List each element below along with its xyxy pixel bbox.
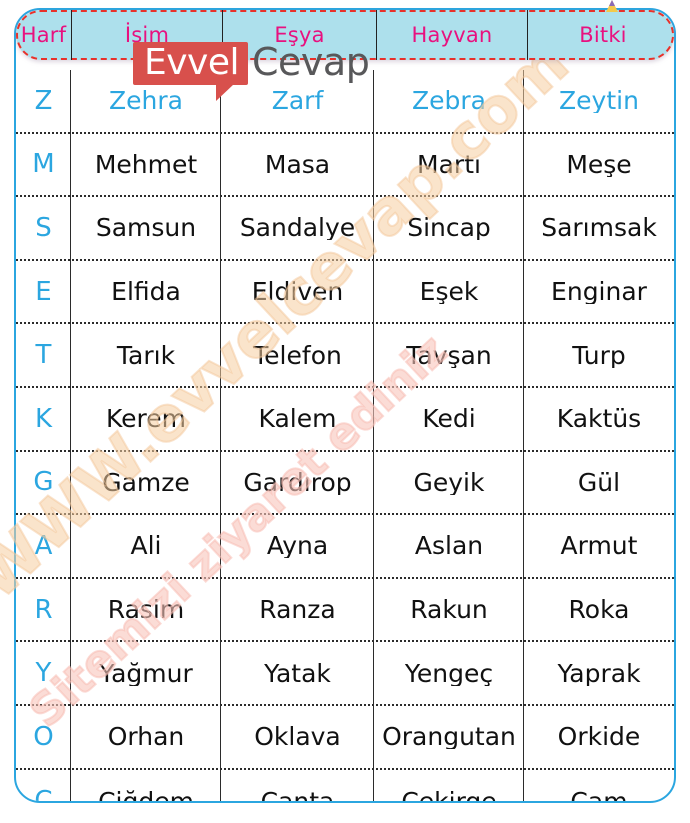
cell-bitki[interactable]: Roka (568, 597, 630, 623)
logo-speech-bubble: Evvel (133, 42, 249, 101)
header-divider-2 (222, 10, 223, 60)
cell-hayvan[interactable]: Rakun (410, 597, 488, 623)
cell-isim[interactable]: Ali (130, 533, 162, 559)
table-row: R Rasim Ranza Rakun Roka (16, 579, 674, 643)
cell-harf[interactable]: Z (34, 87, 53, 114)
cell-esya[interactable]: Sandalye (239, 215, 356, 241)
cell-harf[interactable]: O (33, 723, 54, 750)
cell-harf[interactable]: E (35, 278, 52, 305)
cell-esya[interactable]: Eldiven (251, 279, 344, 305)
table-header-pill-background (16, 10, 674, 60)
column-divider-2 (220, 70, 221, 801)
evvelcevap-logo: Evvel Cevap (133, 40, 370, 101)
table-row: G Gamze Gardırop Geyik Gül (16, 452, 674, 516)
speech-bubble-tail-icon (216, 84, 235, 101)
column-header-isim: İsim (124, 22, 170, 47)
cell-harf[interactable]: Y (35, 660, 52, 687)
cell-bitki[interactable]: Turp (572, 342, 626, 368)
cell-harf[interactable]: R (34, 596, 53, 623)
cell-esya[interactable]: Zarf (271, 88, 324, 114)
cell-esya[interactable]: Masa (264, 151, 331, 177)
logo-cevap-text: Cevap (252, 40, 370, 84)
cell-esya[interactable]: Ranza (259, 597, 336, 623)
cell-harf[interactable]: Ç (16, 788, 71, 801)
cell-esya[interactable]: Ayna (266, 533, 329, 559)
cell-isim[interactable]: Gamze (102, 469, 190, 495)
cell-hayvan[interactable]: Martı (417, 151, 481, 177)
cell-hayvan[interactable]: Zebra (412, 88, 486, 114)
column-header-hayvan: Hayvan (411, 22, 493, 47)
table-row: Y Yağmur Yatak Yengeç Yaprak (16, 642, 674, 706)
cell-bitki[interactable]: Yaprak (557, 660, 641, 686)
table-header-row: Harf İsim Eşya Hayvan Bitki (16, 10, 674, 60)
cell-hayvan[interactable]: Yengeç (404, 660, 494, 686)
table-row: ÇÇiğdemÇantaÇekirgeÇam (16, 770, 674, 801)
column-header-harf: Harf (20, 22, 67, 47)
column-divider-4 (523, 70, 524, 801)
table-row: Z Zehra Zarf Zebra Zeytin (16, 70, 674, 134)
cell-bitki[interactable]: Sarımsak (541, 215, 657, 241)
cell-bitki[interactable]: Zeytin (559, 88, 639, 114)
table-row: T Tarık Telefon Tavşan Turp (16, 324, 674, 388)
cell-esya[interactable]: Telefon (253, 342, 342, 368)
cell-esya[interactable]: Oklava (254, 724, 341, 750)
cell-esya[interactable]: Yatak (264, 660, 331, 686)
cell-harf[interactable]: G (33, 469, 54, 496)
cell-isim[interactable]: Yağmur (99, 660, 193, 686)
column-header-bitki: Bitki (579, 22, 627, 47)
cell-isim[interactable]: Rasim (107, 597, 185, 623)
cell-harf[interactable]: S (35, 214, 52, 241)
cell-hayvan[interactable]: Sincap (407, 215, 491, 241)
header-divider-4 (527, 10, 528, 60)
cell-esya[interactable]: Gardırop (243, 469, 352, 495)
column-divider-3 (373, 70, 374, 801)
cell-harf[interactable]: M (32, 151, 55, 178)
cell-hayvan[interactable]: Eşek (419, 279, 479, 305)
cell-bitki[interactable]: Armut (560, 533, 638, 559)
table-row: S Samsun Sandalye Sincap Sarımsak (16, 197, 674, 261)
word-game-table: Z Zehra Zarf Zebra Zeytin M Mehmet Masa Martı Meş… (14, 8, 676, 803)
cell-bitki[interactable]: Meşe (566, 151, 632, 177)
cell-bitki[interactable]: Çam (524, 789, 674, 801)
cell-isim[interactable]: Zehra (109, 88, 183, 114)
cell-isim[interactable]: Tarık (116, 342, 176, 368)
header-divider-3 (376, 10, 377, 60)
cell-isim[interactable]: Samsun (95, 215, 197, 241)
table-row: M Mehmet Masa Martı Meşe (16, 134, 674, 198)
cell-hayvan[interactable]: Çekirge (374, 789, 524, 801)
cell-bitki[interactable]: Gül (577, 469, 621, 495)
cell-isim[interactable]: Elfida (111, 279, 181, 305)
cell-harf[interactable]: A (34, 532, 53, 559)
header-divider-1 (71, 10, 72, 60)
cell-esya[interactable]: Çanta (221, 789, 374, 801)
cell-bitki[interactable]: Enginar (551, 279, 647, 305)
cell-harf[interactable]: K (34, 405, 53, 432)
cell-esya[interactable]: Kalem (258, 406, 337, 432)
table-row: A Ali Ayna Aslan Armut (16, 515, 674, 579)
logo-evvel-text: Evvel (144, 42, 240, 83)
cell-isim[interactable]: Orhan (107, 724, 185, 750)
column-divider-1 (70, 70, 71, 801)
cell-hayvan[interactable]: Tavşan (406, 342, 492, 368)
cell-isim[interactable]: Kerem (106, 406, 186, 432)
cell-bitki[interactable]: Kaktüs (556, 406, 642, 432)
cell-isim[interactable]: Mehmet (94, 151, 198, 177)
pencil-tip-icon (606, 0, 618, 12)
cell-hayvan[interactable]: Orangutan (382, 724, 516, 750)
table-row: K Kerem Kalem Kedi Kaktüs (16, 388, 674, 452)
table-row: E Elfida Eldiven Eşek Enginar (16, 261, 674, 325)
column-header-esya: Eşya (274, 22, 325, 47)
cell-hayvan[interactable]: Aslan (414, 533, 484, 559)
cell-hayvan[interactable]: Kedi (422, 406, 476, 432)
cell-bitki[interactable]: Orkide (557, 724, 641, 750)
cell-hayvan[interactable]: Geyik (413, 469, 485, 495)
cell-isim[interactable]: Çiğdem (71, 789, 221, 801)
table-row: O Orhan Oklava Orangutan Orkide (16, 706, 674, 770)
cell-harf[interactable]: T (35, 342, 52, 369)
table-body: Z Zehra Zarf Zebra Zeytin M Mehmet Masa Martı Meş… (16, 70, 674, 801)
